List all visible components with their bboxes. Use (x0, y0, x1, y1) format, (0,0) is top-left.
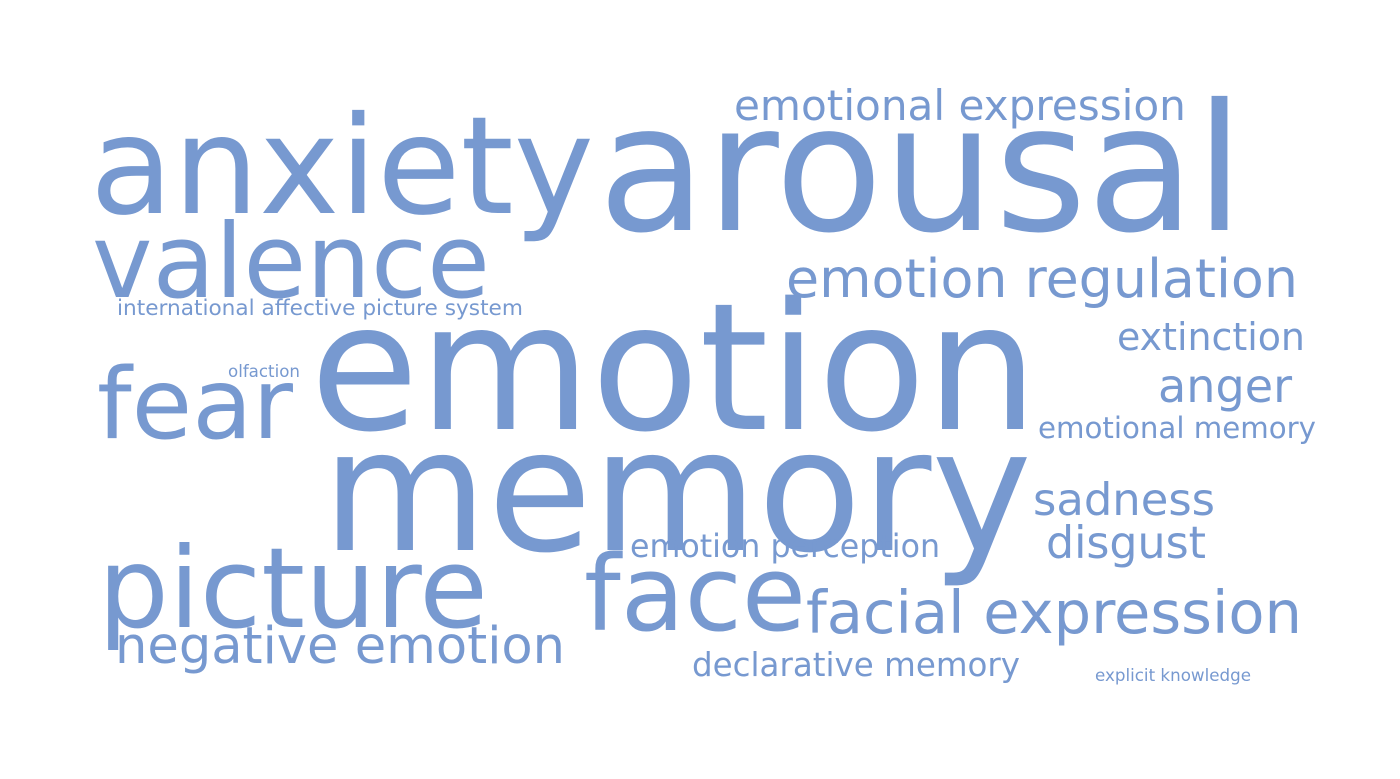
word-picture: picture (98, 524, 488, 655)
word-emotional-memory: emotional memory (1038, 410, 1316, 445)
word-disgust: disgust (1046, 517, 1206, 569)
word-valence: valence (92, 202, 490, 322)
word-emotion-regulation: emotion regulation (786, 247, 1298, 311)
word-arousal: arousal (598, 66, 1244, 273)
word-negative-emotion: negative emotion (115, 617, 566, 677)
word-fear: fear (97, 347, 293, 462)
word-declarative-memory: declarative memory (692, 645, 1020, 684)
word-emotional-expression: emotional expression (734, 81, 1186, 131)
word-facial-expression: facial expression (806, 577, 1302, 647)
word-anxiety: anxiety (90, 86, 595, 245)
word-anger: anger (1158, 358, 1293, 413)
word-international-affective-picture-system: international affective picture system (117, 296, 523, 322)
word-extinction: extinction (1117, 315, 1305, 360)
word-olfaction: olfaction (228, 362, 300, 382)
word-explicit-knowledge: explicit knowledge (1095, 664, 1251, 685)
word-face: face (584, 533, 807, 656)
word-sadness: sadness (1033, 472, 1216, 526)
word-emotion-perception: emotion perception (630, 528, 941, 565)
word-emotion: emotion (310, 265, 1039, 472)
word-memory: memory (322, 392, 1032, 591)
